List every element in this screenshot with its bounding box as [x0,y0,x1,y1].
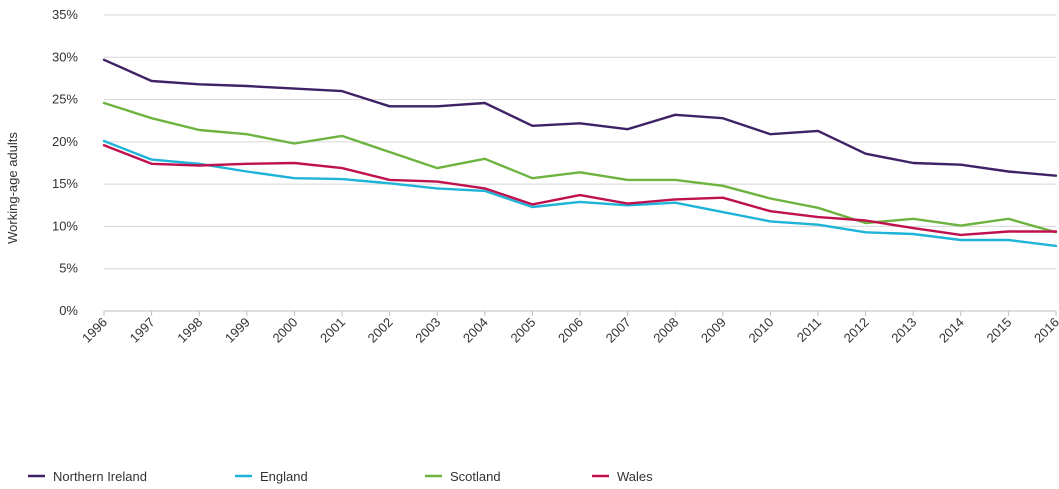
series-line-northern-ireland [102,58,1058,177]
x-tick-label: 2010 [745,315,776,346]
x-tick-label: 2011 [794,315,824,345]
x-tick-label: 2009 [698,315,729,346]
x-tick-label: 2000 [269,315,300,346]
x-tick-label: 2005 [507,315,538,346]
x-tick-label: 2003 [412,315,443,346]
x-tick-label: 1997 [127,315,158,346]
x-tick-label: 2012 [841,315,872,346]
y-tick-label: 10% [52,218,78,233]
series-lines [102,58,1058,248]
x-tick-label: 2015 [983,315,1014,346]
gridlines [104,14,1056,312]
legend-label-england: England [260,469,308,484]
x-tick-label: 2001 [317,315,348,346]
x-tick-label: 2007 [603,315,634,346]
y-tick-label: 5% [59,261,78,276]
y-tick-label: 20% [52,134,78,149]
y-tick-label: 15% [52,176,78,191]
x-axis-ticks: 1996 1997 1998 1999 2000 2001 2002 2003 2004 2005… [79,311,1059,346]
x-tick-label: 1998 [174,315,205,346]
y-tick-label: 25% [52,92,78,107]
x-tick-label: 2002 [365,315,396,346]
x-tick-label: 2013 [888,315,919,346]
x-tick-label: 1996 [79,315,110,346]
x-tick-label: 2006 [555,315,586,346]
y-tick-label: 0% [59,303,78,318]
y-axis-ticks: 0% 5% 10% 15% 20% 25% 30% 35% [52,7,78,318]
x-tick-label: 2016 [1031,315,1059,346]
y-tick-label: 30% [52,49,78,64]
series-line-scotland [102,101,1058,234]
x-tick-label: 2008 [650,315,681,346]
legend: Northern Ireland England Scotland Wales [28,469,653,484]
x-tick-label: 2004 [460,315,491,346]
legend-label-northern-ireland: Northern Ireland [53,469,147,484]
legend-label-scotland: Scotland [450,469,501,484]
y-axis-label: Working-age adults [5,132,20,244]
series-line-wales [102,143,1058,237]
y-tick-label: 35% [52,7,78,22]
x-tick-label: 1999 [222,315,253,346]
x-tick-label: 2014 [936,315,967,346]
series-line-england [102,139,1058,248]
legend-label-wales: Wales [617,469,653,484]
